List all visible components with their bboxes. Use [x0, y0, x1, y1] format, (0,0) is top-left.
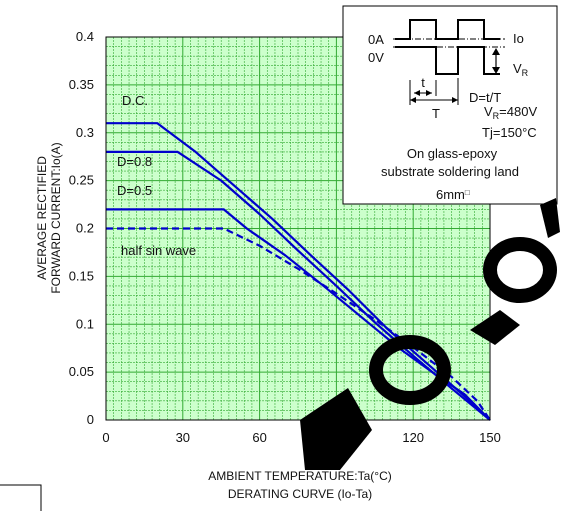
inset-t-big-label: T — [432, 106, 440, 121]
inset-vr-waveform — [395, 46, 500, 75]
inset-t-big-arrow-r — [452, 97, 458, 103]
inset-zero-a-label: 0A — [368, 32, 384, 47]
inset-duty-label: D=t/T — [469, 90, 501, 105]
inset-condition-line2: substrate soldering land — [381, 164, 519, 179]
y-axis-label-line1: AVERAGE RECTIFIED — [35, 156, 49, 280]
x-axis-label: AMBIENT TEMPERATURE:Ta(°C) — [208, 469, 392, 483]
x-tick-label: 0 — [102, 430, 109, 445]
watermark-shape-5 — [540, 198, 560, 238]
watermark-shape-1 — [300, 388, 372, 470]
inset-t-small-arrow-r — [426, 90, 432, 96]
y-tick-label: 0 — [87, 412, 94, 427]
inset-vr-arrow-top — [492, 48, 500, 55]
inset-condition-line1: On glass-epoxy — [407, 146, 498, 161]
watermark-shape-3 — [470, 310, 520, 345]
y-tick-label: 0.2 — [76, 221, 94, 236]
x-tick-label: 60 — [252, 430, 266, 445]
inset-t-small-arrow-l — [414, 90, 420, 96]
y-tick-label: 0.4 — [76, 29, 94, 44]
y-tick-label: 0.1 — [76, 316, 94, 331]
series-label-d08: D=0.8 — [117, 154, 152, 169]
inset-vr-arrow-bottom — [492, 67, 500, 74]
x-tick-label: 150 — [479, 430, 501, 445]
corner-box — [0, 484, 42, 511]
y-tick-label: 0.35 — [69, 77, 94, 92]
y-axis-label-line2: FORWARD CURRENT:Io(A) — [49, 142, 63, 293]
inset-box: Io 0A 0V VR t T D=t/T VR=480V Tj=150°C O… — [342, 5, 558, 205]
inset-vr-label: VR — [513, 61, 529, 78]
series-label-halfsin: half sin wave — [121, 243, 196, 258]
series-line-2 — [106, 208, 491, 421]
plot-frame — [105, 36, 491, 421]
y-tick-label: 0.15 — [69, 268, 94, 283]
x-tick-label: 30 — [176, 430, 190, 445]
inset-vr-value: VR=480V — [484, 104, 537, 121]
series-label-dc: D.C. — [122, 93, 148, 108]
x-tick-label: 120 — [402, 430, 424, 445]
inset-zero-v-label: 0V — [368, 50, 384, 65]
watermark-shape-2 — [369, 335, 451, 405]
watermark — [300, 198, 560, 470]
y-tick-label: 0.05 — [69, 364, 94, 379]
inset-tj-label: Tj=150°C — [482, 125, 537, 140]
series-label-d05: D=0.5 — [117, 183, 152, 198]
inset-t-small-label: t — [421, 75, 425, 90]
inset-condition-line3: 6mm□ — [436, 187, 470, 202]
tick-labels: 030609012015000.050.10.150.20.250.30.350… — [69, 29, 501, 445]
inset-io-waveform — [395, 19, 500, 40]
inset-io-label: Io — [513, 31, 524, 46]
y-tick-label: 0.25 — [69, 173, 94, 188]
y-tick-label: 0.3 — [76, 125, 94, 140]
chart-caption: DERATING CURVE (Io-Ta) — [228, 487, 372, 501]
watermark-shape-4 — [483, 237, 557, 303]
series-line-3 — [106, 227, 491, 421]
inset-t-big-arrow-l — [410, 97, 416, 103]
